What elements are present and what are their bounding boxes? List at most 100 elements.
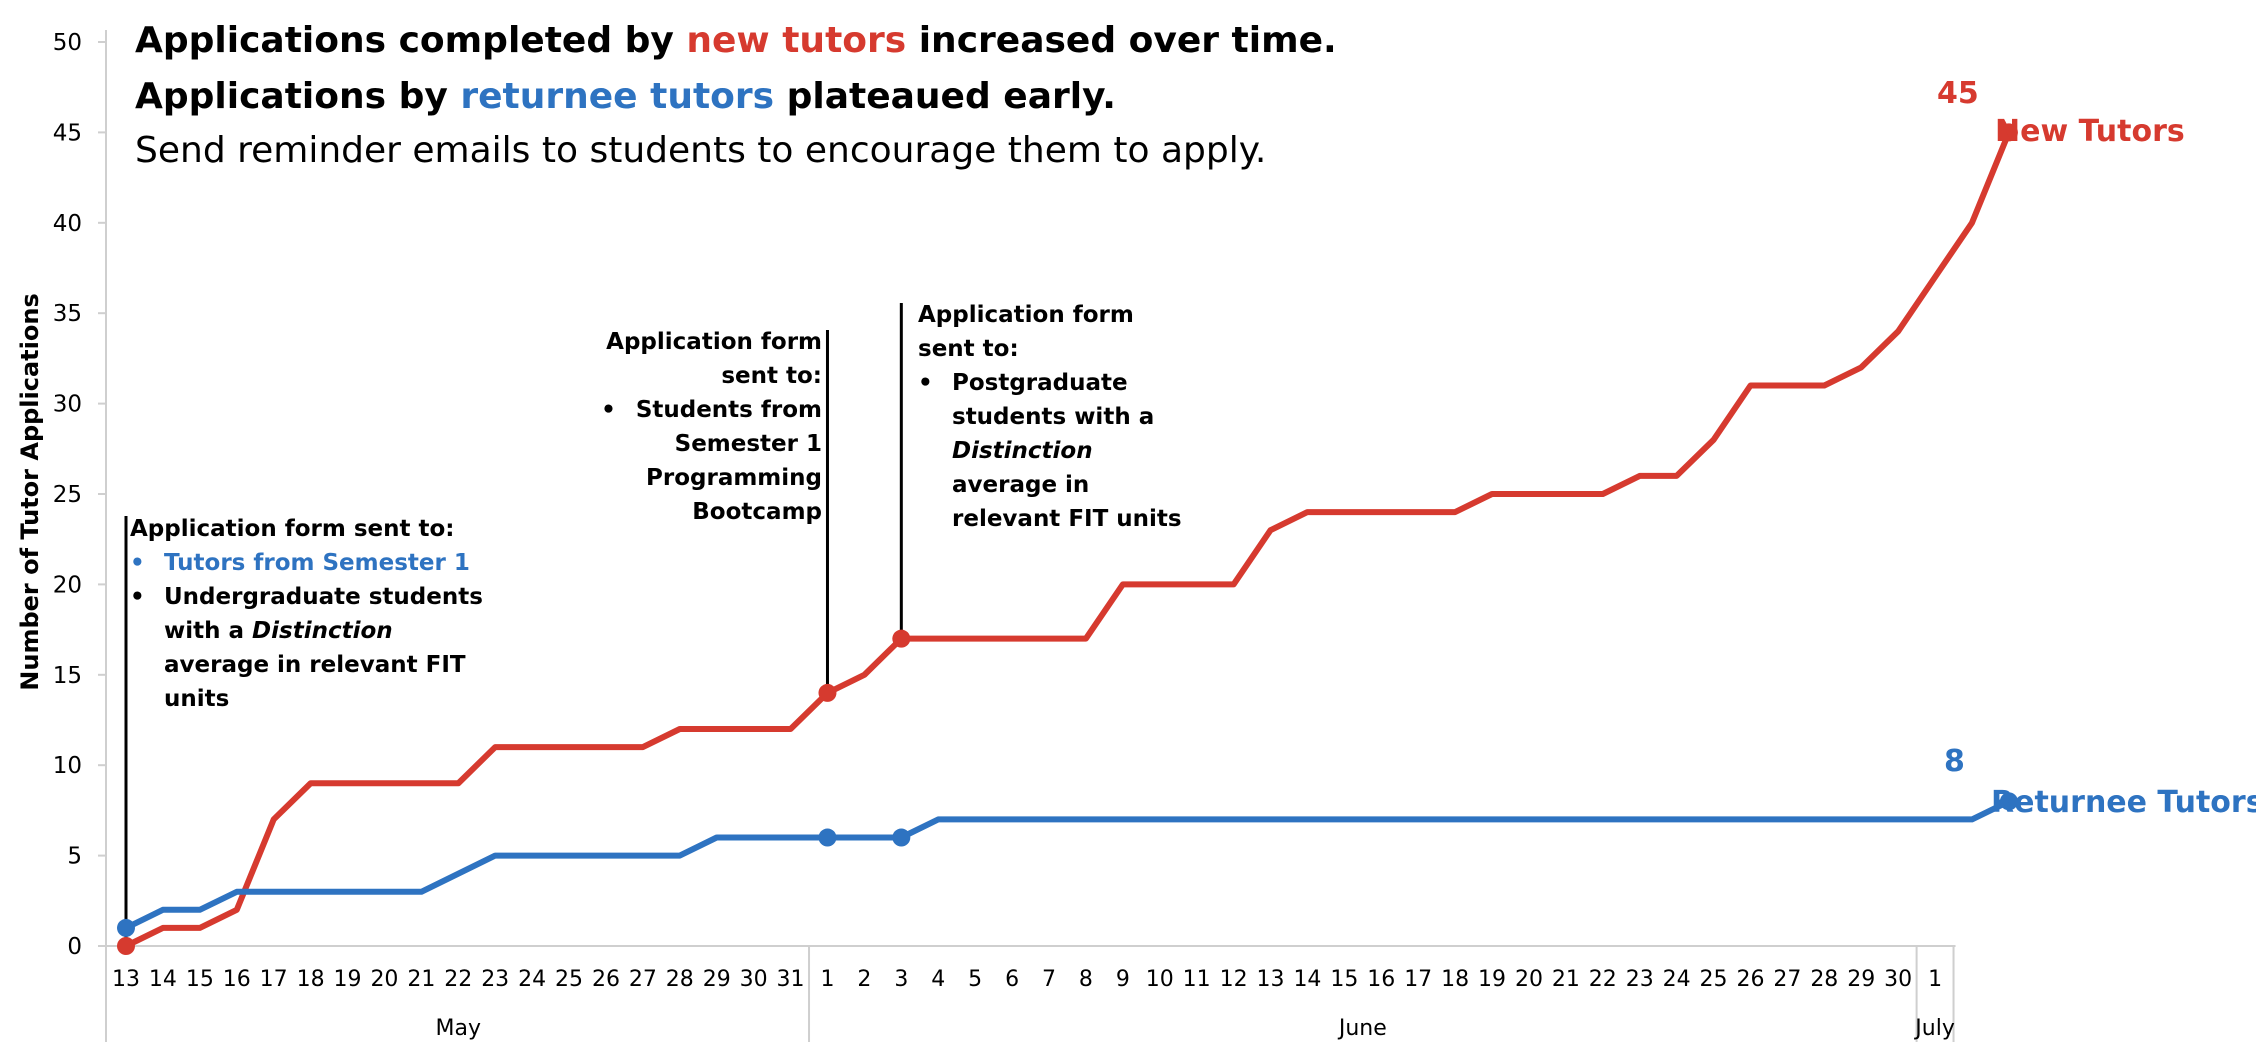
- x-tick-label: 9: [1116, 967, 1130, 992]
- month-label: May: [436, 1016, 481, 1041]
- x-tick-label: 28: [1810, 967, 1838, 992]
- headline-2-highlight: returnee tutors: [460, 76, 775, 117]
- x-tick-label: 19: [334, 967, 362, 992]
- headline-2-post: plateaued early.: [774, 76, 1116, 117]
- x-tick-label: 8: [1079, 967, 1093, 992]
- x-tick-label: 2: [857, 967, 871, 992]
- series-lines: [123, 129, 2012, 949]
- x-tick-label: 16: [1367, 967, 1395, 992]
- x-tick-label: 22: [1589, 967, 1617, 992]
- x-tick-label: 11: [1183, 967, 1211, 992]
- x-tick-label: 3: [894, 967, 908, 992]
- x-tick-label: 30: [1884, 967, 1912, 992]
- x-tick-label: 15: [186, 967, 214, 992]
- x-tick-label: 16: [223, 967, 251, 992]
- annotation-2-heading: Application form sent to:: [606, 329, 822, 389]
- annotation-1-item-2: Undergraduate students with a Distinctio…: [130, 580, 490, 716]
- x-tick-label: 20: [370, 967, 398, 992]
- x-tick-label: 26: [1736, 967, 1764, 992]
- month-labels: May June July: [436, 1016, 1955, 1041]
- headline-line-3: Send reminder emails to students to enco…: [135, 130, 1267, 171]
- annotation-may-13: Application form sent to: Tutors from Se…: [130, 512, 490, 716]
- headline-2-pre: Applications by: [135, 76, 461, 117]
- y-tick-label: 20: [53, 572, 82, 598]
- x-tick-label: 15: [1330, 967, 1358, 992]
- x-tick-label: 28: [666, 967, 694, 992]
- x-tick-label: 26: [592, 967, 620, 992]
- new-tutors-end-value: 45: [1937, 76, 1979, 111]
- y-tick-labels: 0 5 10 15 20 25 30 35 40 45 50: [53, 30, 82, 960]
- x-tick-label: 12: [1220, 967, 1248, 992]
- x-tick-label: 14: [1293, 967, 1321, 992]
- annotation-1-heading: Application form sent to:: [130, 516, 455, 542]
- x-tick-label: 20: [1515, 967, 1543, 992]
- x-tick-label: 10: [1146, 967, 1174, 992]
- y-tick-label: 10: [53, 753, 82, 779]
- y-tick-label: 15: [53, 663, 82, 689]
- y-tick-label: 5: [67, 844, 82, 870]
- x-tick-label: 17: [260, 967, 288, 992]
- x-tick-label: 27: [629, 967, 657, 992]
- x-tick-label: 6: [1005, 967, 1019, 992]
- data-marker: [1999, 792, 2018, 811]
- headline-line-1: Applications completed by new tutors inc…: [135, 20, 1337, 61]
- x-tick-label: 13: [112, 967, 140, 992]
- data-marker: [892, 828, 911, 847]
- series-markers: [117, 123, 2018, 955]
- x-tick-label: 31: [777, 967, 805, 992]
- y-tick-label: 40: [53, 211, 82, 237]
- headline-1-pre: Applications completed by: [135, 20, 687, 61]
- series-line-new-tutors: [123, 129, 2012, 949]
- y-tick-label: 30: [53, 392, 82, 418]
- x-tick-label: 30: [740, 967, 768, 992]
- x-tick-label: 13: [1257, 967, 1285, 992]
- data-marker: [818, 683, 837, 702]
- x-tick-label: 23: [1626, 967, 1654, 992]
- x-tick-label: 24: [1663, 967, 1691, 992]
- new-tutors-legend-label: New Tutors: [1995, 114, 2185, 149]
- x-tick-label: 25: [1700, 967, 1728, 992]
- annotation-3-item-1: Postgraduate students with a Distinction…: [918, 366, 1188, 536]
- data-marker: [117, 918, 135, 937]
- x-tick-label: 29: [703, 967, 731, 992]
- y-tick-label: 0: [67, 934, 82, 960]
- y-tick-label: 25: [53, 482, 82, 508]
- x-tick-label: 24: [518, 967, 546, 992]
- annotation-june-3: Application form sent to: Postgraduate s…: [918, 298, 1188, 536]
- data-marker: [818, 828, 837, 847]
- series-line-returnee-tutors: [123, 798, 2012, 931]
- x-tick-label: 4: [931, 967, 945, 992]
- x-tick-label: 7: [1042, 967, 1056, 992]
- annotation-3-heading: Application form sent to:: [918, 302, 1134, 362]
- data-marker: [892, 629, 911, 648]
- headline-line-2: Applications by returnee tutors plateaue…: [135, 76, 1116, 117]
- y-tick-label: 45: [53, 120, 82, 146]
- x-tick-label: 1: [820, 967, 834, 992]
- y-tick-label: 50: [53, 30, 82, 56]
- x-tick-label: 17: [1404, 967, 1432, 992]
- data-marker: [117, 937, 135, 955]
- annotation-lines: [124, 303, 903, 946]
- annotation-2-item-1: Students from Semester 1 Programming Boo…: [562, 393, 822, 529]
- x-tick-label: 5: [968, 967, 982, 992]
- x-tick-label: 18: [1441, 967, 1469, 992]
- headline-1-post: increased over time.: [906, 20, 1337, 61]
- x-tick-labels: 13 14 15 16 17 18 19 20 21 22 23 24 25 26 27 28 29 30 31 1 2…: [112, 967, 1942, 992]
- annotation-june-1: Application form sent to: Students from …: [562, 325, 822, 529]
- y-tick-label: 35: [53, 301, 82, 327]
- y-axis-label: Number of Tutor Applications: [16, 293, 44, 690]
- x-tick-label: 22: [444, 967, 472, 992]
- x-tick-label: 1: [1928, 967, 1942, 992]
- x-tick-label: 14: [149, 967, 177, 992]
- returnee-tutors-legend-label: Returnee Tutors: [1991, 785, 2256, 820]
- month-label: June: [1337, 1016, 1387, 1041]
- x-tick-label: 23: [481, 967, 509, 992]
- x-tick-label: 21: [1552, 967, 1580, 992]
- month-label: July: [1913, 1016, 1955, 1041]
- x-tick-label: 19: [1478, 967, 1506, 992]
- axes: [98, 30, 1956, 1042]
- returnee-tutors-end-value: 8: [1944, 744, 1965, 779]
- annotation-1-item-1: Tutors from Semester 1: [130, 546, 490, 580]
- x-tick-label: 18: [297, 967, 325, 992]
